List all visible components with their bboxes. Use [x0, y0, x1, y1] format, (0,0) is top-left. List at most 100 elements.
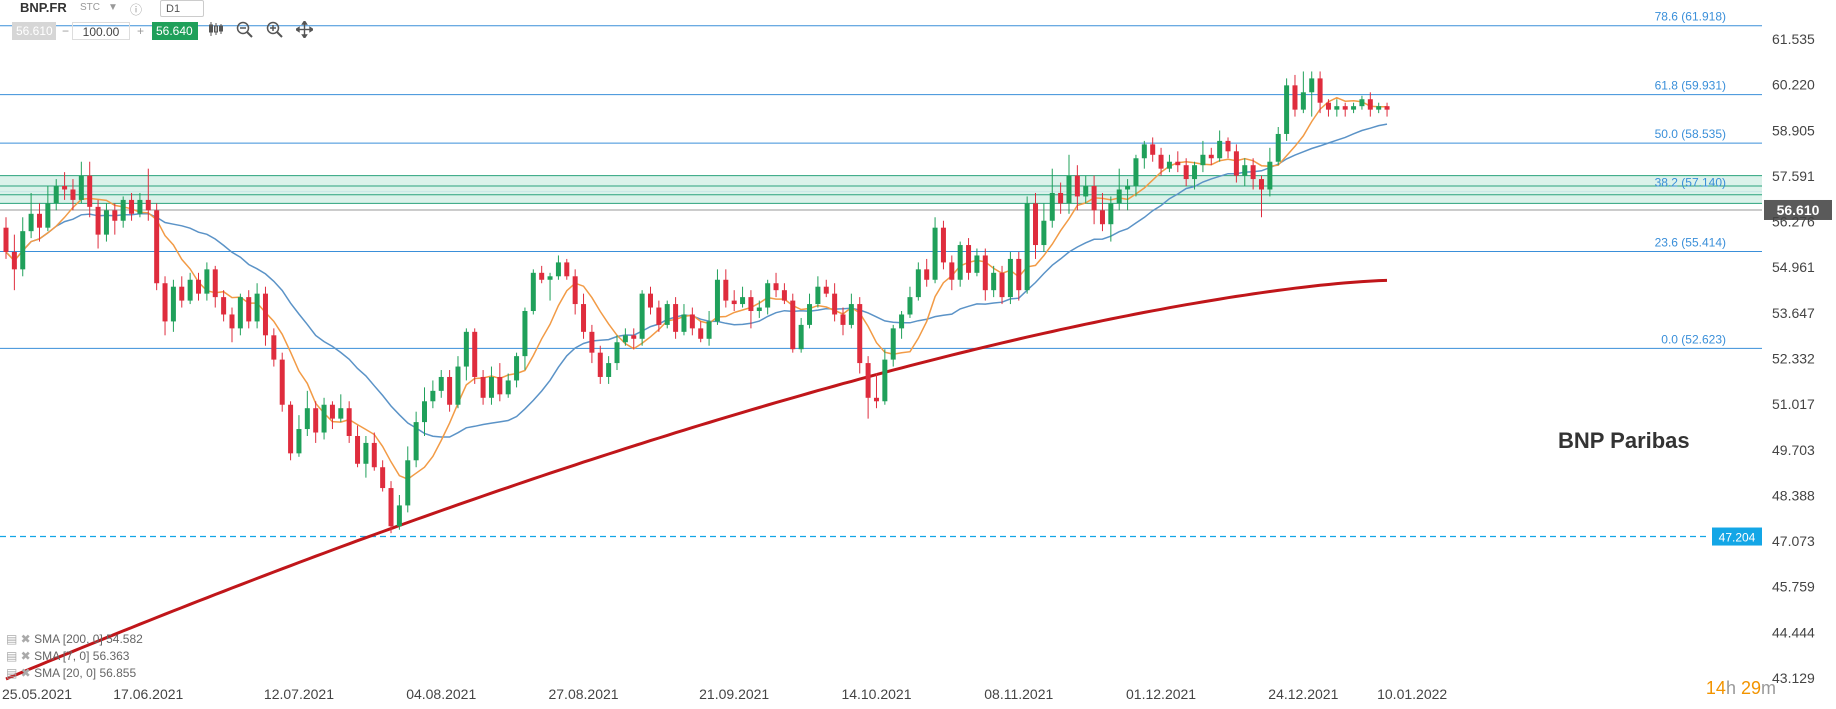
- legend-label: SMA [7, 0] 56.363: [34, 649, 130, 663]
- candle-body: [915, 269, 921, 298]
- candle-152: [1275, 127, 1281, 166]
- candle-125: [1049, 168, 1055, 228]
- resistance-zone: [0, 175, 1762, 204]
- candle-body: [70, 189, 76, 200]
- x-tick-label-1: 17.06.2021: [113, 686, 183, 702]
- candle-51: [430, 380, 436, 409]
- candle-84: [706, 311, 712, 346]
- candle-body: [95, 206, 101, 235]
- candle-body: [539, 272, 545, 280]
- candle-36: [304, 390, 310, 436]
- moving-averages: [5, 96, 1388, 681]
- candle-67: [564, 258, 570, 280]
- candle-79: [664, 300, 670, 329]
- candle-163: [1367, 92, 1373, 117]
- candle-91: [765, 279, 771, 315]
- candle-body: [11, 251, 17, 270]
- volume-input[interactable]: 100.00: [72, 22, 130, 40]
- candle-121: [1016, 251, 1022, 301]
- candle-70: [589, 324, 595, 364]
- candle-body: [1208, 154, 1214, 159]
- candle-103: [865, 356, 871, 419]
- timeframe-select[interactable]: D1 ▼: [160, 0, 204, 31]
- y-tick-label-12: 45.759: [1772, 579, 1815, 595]
- stc-label[interactable]: STC: [80, 2, 100, 13]
- zoom-out-icon[interactable]: [236, 21, 253, 43]
- candle-122: [1024, 196, 1030, 294]
- volume-increase-button[interactable]: +: [137, 24, 145, 38]
- candle-body: [1183, 165, 1189, 180]
- candle-body: [447, 376, 453, 405]
- candle-body: [1250, 165, 1256, 180]
- candle-68: [572, 269, 578, 315]
- candle-28: [237, 293, 243, 336]
- candle-body: [589, 331, 595, 353]
- candle-20: [170, 279, 176, 332]
- candle-body: [606, 363, 612, 377]
- candle-body: [422, 401, 427, 423]
- countdown-hours: 14: [1705, 678, 1726, 698]
- candle-body: [1334, 106, 1340, 110]
- zoom-in-icon[interactable]: [266, 21, 283, 43]
- legend-item-sma7[interactable]: ▤ ✖ SMA [7, 0] 56.363: [6, 649, 130, 663]
- candle-body: [840, 314, 846, 325]
- candle-body: [1376, 106, 1382, 110]
- candle-body: [45, 203, 51, 228]
- stc-dropdown-icon[interactable]: ▼: [108, 2, 118, 13]
- candle-body: [1342, 106, 1348, 110]
- candle-body: [338, 408, 344, 419]
- candle-106: [890, 324, 896, 367]
- candle-body: [1049, 192, 1055, 221]
- info-icon[interactable]: ⓘ: [130, 3, 143, 17]
- bid-price[interactable]: 56.610: [12, 22, 56, 40]
- candle-144: [1208, 147, 1214, 166]
- candle-body: [212, 269, 218, 298]
- candle-52: [438, 370, 444, 398]
- candle-117: [982, 248, 988, 301]
- candle-12: [103, 203, 109, 242]
- ask-price[interactable]: 56.640: [152, 22, 198, 40]
- volume-decrease-button[interactable]: −: [62, 24, 70, 38]
- candle-49: [413, 411, 419, 468]
- candle-10: [87, 161, 93, 218]
- y-tick-label-1: 60.220: [1772, 77, 1815, 93]
- candle-23: [196, 272, 202, 301]
- y-tick-label-6: 53.647: [1772, 305, 1815, 321]
- candles-icon[interactable]: [208, 21, 224, 42]
- candle-body: [572, 276, 578, 305]
- legend-item-sma20[interactable]: ▤ ✖ SMA [20, 0] 56.855: [6, 666, 137, 680]
- candle-56: [472, 328, 478, 384]
- x-tick-label-3: 04.08.2021: [406, 686, 476, 702]
- candle-7: [62, 172, 68, 200]
- candle-body: [329, 404, 335, 419]
- candle-body: [857, 304, 863, 364]
- candle-43: [363, 435, 369, 478]
- move-icon[interactable]: [294, 19, 315, 43]
- candle-116: [974, 248, 980, 277]
- candle-112: [940, 220, 946, 270]
- candle-5: [45, 186, 51, 232]
- candle-154: [1292, 74, 1298, 117]
- candle-118: [991, 265, 997, 298]
- candle-119: [999, 265, 1005, 305]
- symbol-label[interactable]: BNP.FR: [20, 0, 67, 15]
- candle-body: [748, 297, 754, 312]
- candle-body: [773, 283, 779, 291]
- sma200-line: [5, 278, 1388, 681]
- candle-54: [455, 356, 461, 409]
- y-tick-label-8: 51.017: [1772, 396, 1815, 412]
- candle-108: [907, 286, 913, 318]
- candle-80: [673, 297, 679, 339]
- candle-body: [112, 210, 118, 221]
- candle-body: [1016, 258, 1022, 291]
- candle-55: [463, 328, 469, 381]
- candle-58: [488, 366, 494, 405]
- candle-34: [288, 401, 294, 461]
- candle-body: [154, 210, 160, 284]
- candle-body: [1242, 165, 1248, 176]
- legend-item-sma200[interactable]: ▤ ✖ SMA [200, 0] 54.582: [6, 632, 143, 646]
- candle-body: [949, 262, 955, 280]
- candle-40: [338, 394, 344, 423]
- candle-124: [1041, 203, 1047, 252]
